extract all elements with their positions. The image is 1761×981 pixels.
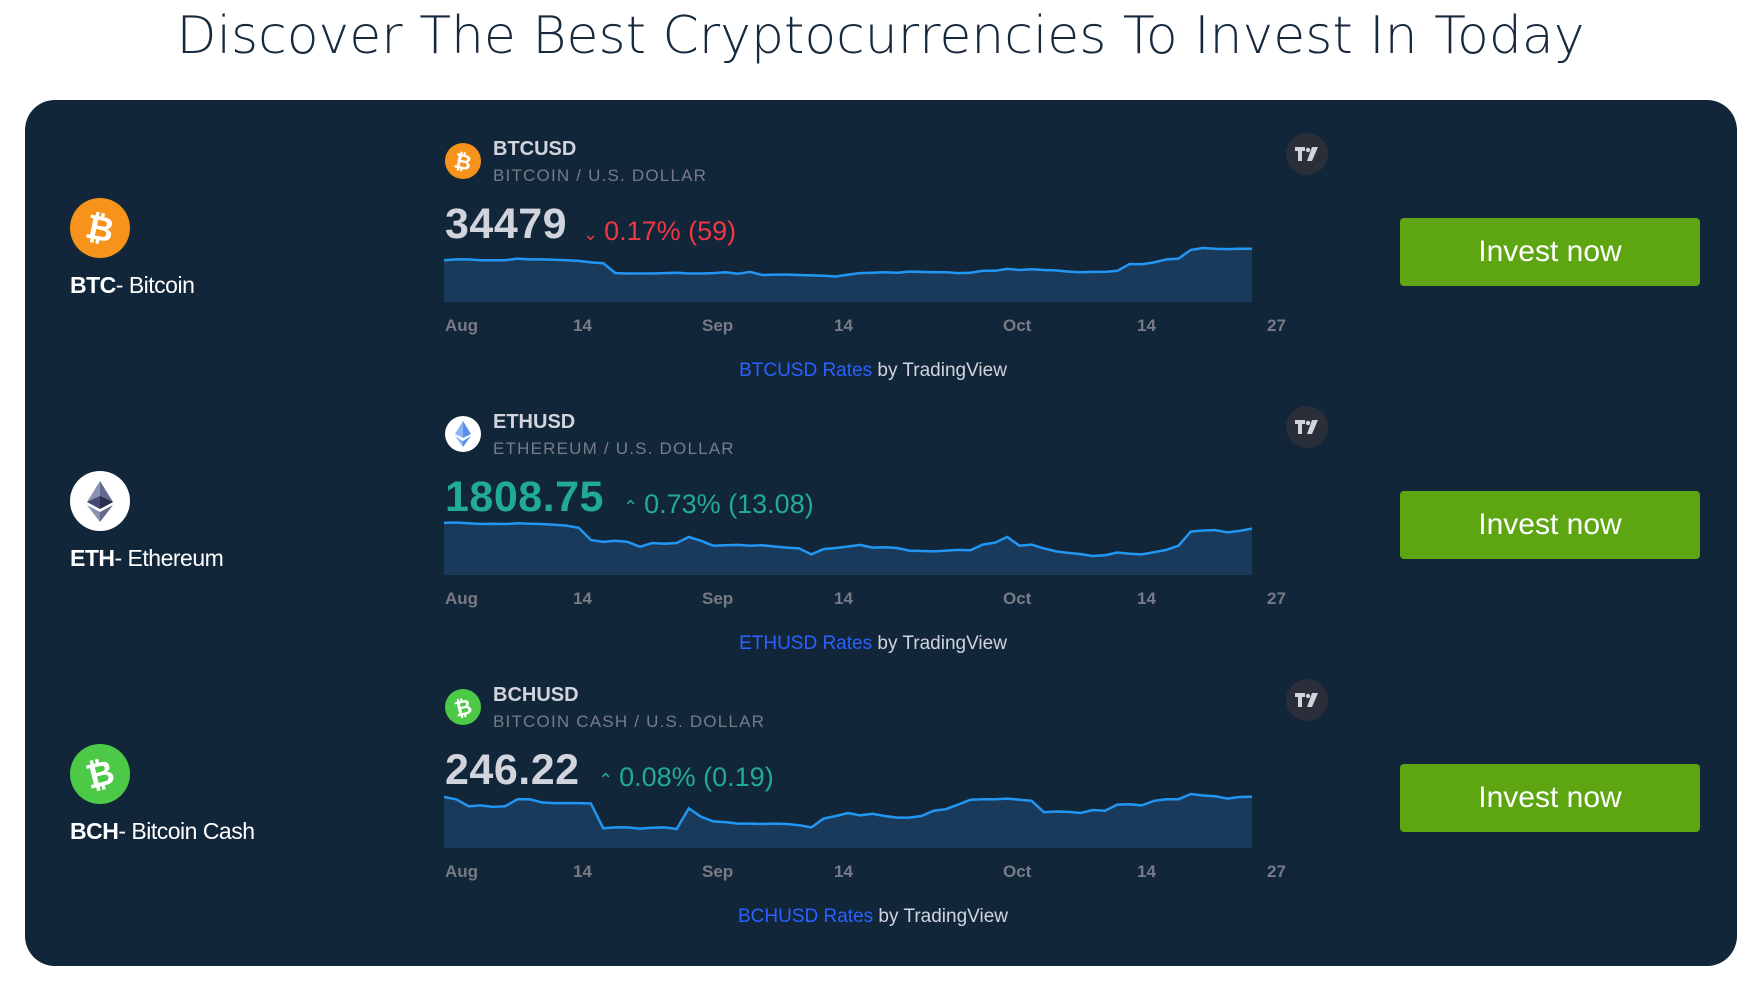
widget-change: ⌃ 0.73% (13.08) bbox=[623, 489, 814, 520]
invest-now-button[interactable]: Invest now bbox=[1400, 764, 1700, 832]
coin-name: - Ethereum bbox=[114, 545, 224, 571]
axis-label: Oct bbox=[1003, 862, 1032, 881]
svg-text:₿: ₿ bbox=[452, 148, 474, 175]
widget-pair-name: BITCOIN CASH / U.S. DOLLAR bbox=[493, 712, 766, 731]
chevron-up-icon: ⌃ bbox=[623, 497, 639, 517]
ethereum-icon bbox=[445, 416, 481, 452]
widget-price: 1808.75 bbox=[445, 473, 604, 521]
axis-label: Aug bbox=[445, 316, 479, 335]
axis-label: 14 bbox=[1137, 862, 1156, 881]
axis-label: 14 bbox=[834, 589, 853, 608]
coin-row-bch: ₿ BCH- Bitcoin Cash ₿ BCHUSD BITCOIN CAS… bbox=[25, 646, 1737, 927]
bitcoin-cash-icon: ₿ bbox=[445, 689, 481, 725]
axis-label: 14 bbox=[1137, 316, 1156, 335]
chevron-down-icon: ⌄ bbox=[583, 224, 599, 244]
widget-change: ⌄ 0.17% (59) bbox=[583, 216, 736, 247]
axis-label: 14 bbox=[573, 316, 592, 335]
widget-change-value: 0.08% (0.19) bbox=[619, 762, 774, 792]
axis-label: 27 bbox=[1267, 316, 1286, 335]
axis-label: 14 bbox=[573, 589, 592, 608]
svg-text:₿: ₿ bbox=[452, 694, 474, 721]
svg-text:₿: ₿ bbox=[82, 207, 117, 252]
sparkline-line bbox=[444, 792, 1252, 831]
axis-label: Oct bbox=[1003, 316, 1032, 335]
axis-label: Sep bbox=[702, 316, 734, 335]
rates-link[interactable]: ETHUSD Rates bbox=[739, 633, 873, 654]
tradingview-widget-eth[interactable]: ETHUSD ETHEREUM / U.S. DOLLAR 1808.75 ⌃ 0… bbox=[418, 373, 1328, 654]
crypto-panel: ₿ BTC- Bitcoin ₿ BTCUSD BITCOIN / U.S. D… bbox=[25, 100, 1737, 966]
widget-change-value: 0.73% (13.08) bbox=[644, 489, 814, 519]
widget-credit: ETHUSD Rates by TradingView bbox=[418, 633, 1328, 655]
widget-symbol: ETHUSD bbox=[493, 411, 576, 433]
coin-label: BCH- Bitcoin Cash bbox=[70, 818, 255, 845]
widget-pair-name: ETHEREUM / U.S. DOLLAR bbox=[493, 439, 735, 458]
widget-price: 246.22 bbox=[445, 746, 580, 794]
invest-now-button[interactable]: Invest now bbox=[1400, 218, 1700, 286]
axis-label: Sep bbox=[702, 589, 734, 608]
coin-row-eth: ETH- Ethereum ETHUSD ETHEREUM / U.S. DOL… bbox=[25, 373, 1737, 654]
credit-suffix: by TradingView bbox=[872, 360, 1007, 381]
sparkline-area bbox=[444, 522, 1252, 575]
credit-suffix: by TradingView bbox=[873, 906, 1008, 927]
sparkline-line bbox=[444, 246, 1252, 278]
coin-row-btc: ₿ BTC- Bitcoin ₿ BTCUSD BITCOIN / U.S. D… bbox=[25, 100, 1737, 381]
sparkline-area bbox=[444, 794, 1252, 848]
axis-label: 27 bbox=[1267, 862, 1286, 881]
coin-symbol: BTC bbox=[70, 272, 116, 298]
coin-symbol: BCH bbox=[70, 818, 119, 844]
coin-name: - Bitcoin Cash bbox=[118, 818, 255, 844]
sparkline-chart[interactable] bbox=[444, 790, 1252, 848]
bitcoin-icon: ₿ bbox=[445, 143, 481, 179]
axis-label: Aug bbox=[445, 862, 479, 881]
tradingview-widget-bch[interactable]: ₿ BCHUSD BITCOIN CASH / U.S. DOLLAR 246.… bbox=[418, 646, 1328, 927]
axis-label: Aug bbox=[445, 589, 479, 608]
axis-label: 27 bbox=[1267, 589, 1286, 608]
axis-label: 14 bbox=[834, 862, 853, 881]
rates-link[interactable]: BCHUSD Rates bbox=[738, 906, 874, 927]
widget-change: ⌃ 0.08% (0.19) bbox=[598, 762, 774, 793]
tradingview-logo-icon[interactable] bbox=[1286, 679, 1328, 721]
widget-symbol: BTCUSD bbox=[493, 138, 577, 160]
page-title: Discover The Best Cryptocurrencies To In… bbox=[176, 6, 1585, 66]
widget-change-value: 0.17% (59) bbox=[604, 216, 737, 246]
credit-suffix: by TradingView bbox=[872, 633, 1007, 654]
invest-now-button[interactable]: Invest now bbox=[1400, 491, 1700, 559]
tradingview-logo-icon[interactable] bbox=[1286, 133, 1328, 175]
widget-pair-name: BITCOIN / U.S. DOLLAR bbox=[493, 166, 708, 185]
axis-label: 14 bbox=[834, 316, 853, 335]
bitcoin-icon: ₿ bbox=[70, 198, 130, 258]
ethereum-icon bbox=[70, 471, 130, 531]
coin-label: BTC- Bitcoin bbox=[70, 272, 195, 299]
svg-text:₿: ₿ bbox=[82, 752, 119, 798]
widget-credit: BTCUSD Rates by TradingView bbox=[418, 360, 1328, 382]
rates-link[interactable]: BTCUSD Rates bbox=[739, 360, 873, 381]
widget-credit: BCHUSD Rates by TradingView bbox=[418, 906, 1328, 928]
widget-symbol: BCHUSD bbox=[493, 684, 579, 706]
bitcoin-cash-icon: ₿ bbox=[70, 744, 130, 804]
tradingview-logo-icon[interactable] bbox=[1286, 406, 1328, 448]
sparkline-chart[interactable] bbox=[444, 244, 1252, 302]
sparkline-chart[interactable] bbox=[444, 517, 1252, 575]
tradingview-widget-btc[interactable]: ₿ BTCUSD BITCOIN / U.S. DOLLAR 34479 ⌄ 0.… bbox=[418, 100, 1328, 381]
coin-symbol: ETH bbox=[70, 545, 115, 571]
axis-label: 14 bbox=[573, 862, 592, 881]
axis-label: 14 bbox=[1137, 589, 1156, 608]
chevron-up-icon: ⌃ bbox=[598, 770, 614, 790]
coin-label: ETH- Ethereum bbox=[70, 545, 224, 572]
widget-price: 34479 bbox=[445, 200, 568, 248]
sparkline-line bbox=[444, 521, 1252, 558]
axis-label: Sep bbox=[702, 862, 734, 881]
axis-label: Oct bbox=[1003, 589, 1032, 608]
coin-name: - Bitcoin bbox=[115, 272, 195, 298]
